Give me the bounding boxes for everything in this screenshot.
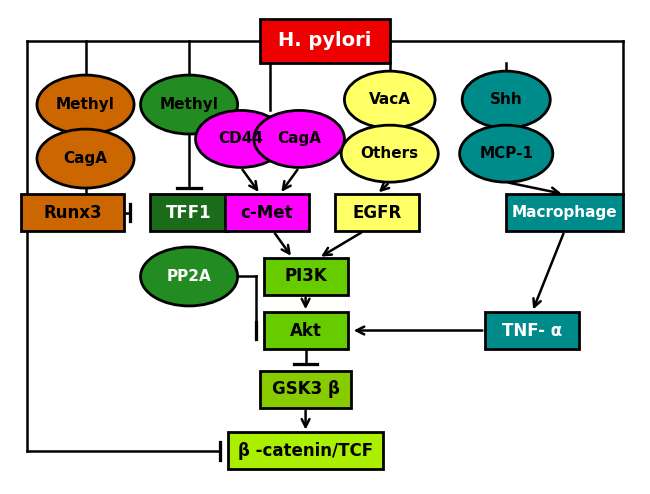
Text: CD44: CD44 <box>218 131 263 146</box>
FancyBboxPatch shape <box>260 19 390 63</box>
Text: MCP-1: MCP-1 <box>479 146 533 161</box>
FancyBboxPatch shape <box>228 432 384 469</box>
FancyBboxPatch shape <box>225 194 309 231</box>
FancyBboxPatch shape <box>485 312 579 349</box>
FancyBboxPatch shape <box>150 194 228 231</box>
Ellipse shape <box>37 129 134 188</box>
Ellipse shape <box>196 111 286 167</box>
FancyBboxPatch shape <box>335 194 419 231</box>
Text: PP2A: PP2A <box>166 269 211 284</box>
Text: TNF- α: TNF- α <box>502 322 562 339</box>
Text: CagA: CagA <box>277 131 321 146</box>
FancyBboxPatch shape <box>263 312 348 349</box>
Text: Runx3: Runx3 <box>44 204 102 222</box>
Ellipse shape <box>254 111 344 167</box>
FancyBboxPatch shape <box>21 194 124 231</box>
Ellipse shape <box>140 247 238 306</box>
Text: β -catenin/TCF: β -catenin/TCF <box>238 442 373 460</box>
Ellipse shape <box>140 75 238 134</box>
Text: TFF1: TFF1 <box>166 204 212 222</box>
Text: EGFR: EGFR <box>352 204 402 222</box>
Text: Akt: Akt <box>290 322 322 339</box>
FancyBboxPatch shape <box>260 371 351 408</box>
Text: VacA: VacA <box>369 92 411 107</box>
Ellipse shape <box>341 125 438 182</box>
Text: Methyl: Methyl <box>160 97 218 112</box>
FancyBboxPatch shape <box>263 258 348 295</box>
Text: GSK3 β: GSK3 β <box>272 380 339 399</box>
FancyBboxPatch shape <box>506 194 623 231</box>
Ellipse shape <box>37 75 134 134</box>
Ellipse shape <box>462 71 551 128</box>
Text: H. pylori: H. pylori <box>278 31 372 50</box>
Text: PI3K: PI3K <box>284 267 327 286</box>
Text: Methyl: Methyl <box>56 97 115 112</box>
Text: Others: Others <box>361 146 419 161</box>
Ellipse shape <box>460 125 552 182</box>
Text: c-Met: c-Met <box>240 204 293 222</box>
Ellipse shape <box>344 71 435 128</box>
Text: Shh: Shh <box>490 92 523 107</box>
Text: CagA: CagA <box>64 151 107 166</box>
Text: Macrophage: Macrophage <box>512 205 618 220</box>
